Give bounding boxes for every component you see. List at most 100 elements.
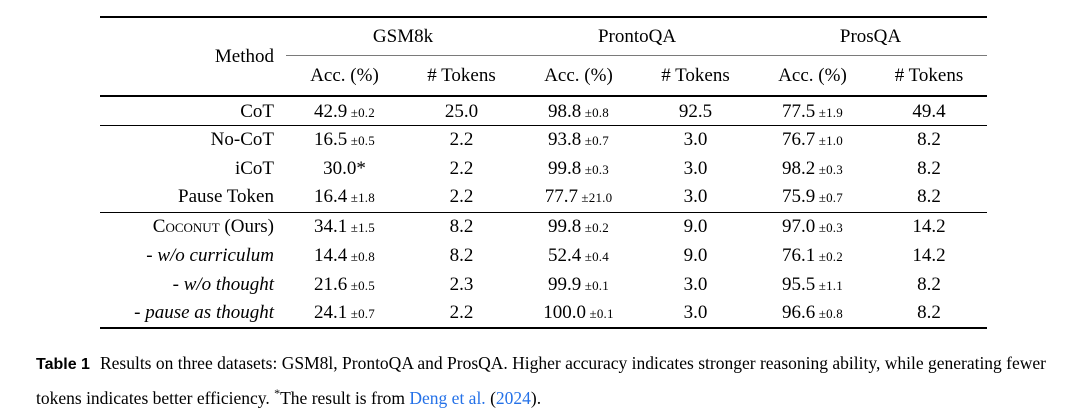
cell-std-dev: ±0.7 — [815, 190, 843, 206]
method-cell: - w/o thought — [100, 270, 286, 299]
caption-paren-open: ( — [485, 387, 496, 408]
cell-value: 3.0 — [683, 128, 708, 150]
acc-cell: 24.1 ±0.7 — [286, 299, 403, 329]
acc-cell: 76.7 ±1.0 — [754, 125, 871, 154]
tokens-cell: 3.0 — [637, 270, 754, 299]
acc-cell: 21.6 ±0.5 — [286, 270, 403, 299]
method-cell: CoT — [100, 96, 286, 126]
cell-value: 24.1 — [314, 302, 348, 323]
cell-value: 97.0 — [782, 215, 816, 237]
results-table-grid: Method GSM8k ProntoQA ProsQA Acc. (%) # … — [100, 16, 988, 329]
cell-value: 99.8 — [548, 215, 582, 237]
tokens-cell: 9.0 — [637, 241, 754, 270]
group-header-prosqa: ProsQA — [754, 17, 988, 56]
cell-std-dev: ±0.4 — [581, 248, 609, 264]
method-suffix: (Ours) — [219, 215, 274, 237]
tokens-cell: 92.5 — [637, 96, 754, 126]
cell-std-dev: ±21.0 — [577, 190, 613, 206]
tokens-cell: 8.2 — [871, 125, 987, 154]
cell-value: 96.6 — [782, 302, 816, 323]
cell-value: 2.2 — [449, 186, 474, 208]
cell-std-dev: ±0.2 — [347, 105, 375, 121]
cell-value: 16.5 — [314, 128, 348, 150]
acc-cell: 16.5 ±0.5 — [286, 125, 403, 154]
tokens-cell: 49.4 — [871, 96, 988, 126]
cell-value: 77.5 — [782, 101, 816, 123]
tokens-cell: 3.0 — [637, 154, 754, 183]
tokens-cell: 3.0 — [637, 299, 754, 329]
cell-std-dev: ±1.9 — [815, 105, 843, 121]
table-row: CoT 42.9 ±0.2 25.0 98.8 ±0.8 92.5 77.5 ±1.9 49… — [100, 96, 988, 126]
cell-std-dev: ±1.5 — [347, 219, 375, 235]
cell-value: 8.2 — [917, 128, 941, 150]
cell-value: 14.2 — [912, 215, 946, 237]
cell-value: 76.1 — [782, 244, 816, 266]
acc-cell: 16.4 ±1.8 — [286, 183, 403, 213]
method-label: - w/o thought — [172, 273, 274, 295]
cell-std-dev: ±0.2 — [581, 219, 609, 235]
results-table: Method GSM8k ProntoQA ProsQA Acc. (%) # … — [100, 16, 988, 329]
cell-value: 3.0 — [683, 157, 708, 179]
cell-value: 8.2 — [917, 157, 941, 179]
tokens-cell: 9.0 — [637, 212, 754, 241]
table-row: iCoT 30.0* 2.2 99.8 ±0.3 3.0 98.2 ±0.3 8.2 — [100, 154, 987, 183]
tokens-cell: 14.2 — [871, 241, 987, 270]
cell-std-dev: ±0.5 — [347, 277, 375, 293]
caption-note: The result is from — [280, 387, 410, 408]
method-cell: - w/o curriculum — [100, 241, 286, 270]
tokens-cell: 2.2 — [403, 183, 520, 213]
cell-value: 25.0 — [444, 101, 479, 123]
caption-asterisk: * — [274, 386, 281, 400]
cell-value: 2.2 — [449, 157, 474, 179]
tokens-cell: 14.2 — [871, 212, 987, 241]
cell-std-dev: ±0.3 — [581, 161, 609, 177]
acc-cell: 99.8 ±0.3 — [520, 154, 637, 183]
tokens-cell: 8.2 — [871, 183, 988, 213]
cell-value: 3.0 — [683, 186, 708, 208]
citation-author-link[interactable]: Deng et al. — [409, 387, 486, 408]
tokens-cell: 8.2 — [871, 154, 987, 183]
acc-cell: 77.7 ±21.0 — [520, 183, 637, 213]
cell-value: 8.2 — [449, 215, 474, 237]
col-header-tokens-prosqa: # Tokens — [871, 55, 988, 97]
table-row: Coconut (Ours) 34.1 ±1.5 8.2 99.8 ±0.2 9.0 97… — [100, 212, 987, 241]
method-cell: Coconut (Ours) — [100, 212, 286, 241]
method-label: Pause Token — [178, 186, 274, 208]
col-header-tokens-gsm8k: # Tokens — [403, 55, 520, 97]
tokens-cell: 2.3 — [403, 270, 520, 299]
method-label: - w/o curriculum — [146, 244, 274, 266]
cell-value: 98.8 — [548, 101, 582, 123]
col-header-tokens-prontoqa: # Tokens — [637, 55, 754, 97]
acc-cell: 97.0 ±0.3 — [754, 212, 871, 241]
cell-value: 49.4 — [912, 101, 946, 123]
acc-cell: 100.0 ±0.1 — [520, 299, 637, 329]
method-label: Coconut — [152, 215, 220, 237]
table-caption: Table 1 Results on three datasets: GSM8l,… — [36, 349, 1046, 412]
acc-cell: 75.9 ±0.7 — [754, 183, 871, 213]
cell-value: 2.2 — [449, 302, 474, 323]
acc-cell: 77.5 ±1.9 — [754, 96, 871, 126]
tokens-cell: 3.0 — [637, 125, 754, 154]
tokens-cell: 8.2 — [403, 212, 520, 241]
acc-cell: 99.9 ±0.1 — [520, 270, 637, 299]
sub-header-row: Acc. (%) # Tokens Acc. (%) # Tokens Acc.… — [100, 55, 988, 97]
acc-cell: 76.1 ±0.2 — [754, 241, 871, 270]
acc-cell: 34.1 ±1.5 — [286, 212, 403, 241]
citation-year-link[interactable]: 2024 — [495, 387, 531, 408]
cell-value: 93.8 — [548, 128, 582, 150]
tokens-cell: 8.2 — [871, 270, 987, 299]
cell-std-dev: ±0.1 — [586, 306, 614, 321]
cell-std-dev: ±0.7 — [581, 132, 609, 148]
cell-value: 98.2 — [782, 157, 816, 179]
cell-value: 14.4 — [314, 244, 348, 266]
col-header-acc-prosqa: Acc. (%) — [754, 55, 871, 97]
method-cell: - pause as thought — [100, 299, 286, 329]
acc-cell: 30.0* — [286, 154, 403, 183]
cell-value: 42.9 — [314, 101, 348, 123]
cell-value: 8.2 — [917, 302, 941, 323]
cell-std-dev: ±1.1 — [815, 277, 843, 293]
acc-cell: 98.8 ±0.8 — [520, 96, 637, 126]
cell-std-dev: ±0.8 — [815, 306, 843, 321]
table-row: - w/o thought 21.6 ±0.5 2.3 99.9 ±0.1 3.0 95.… — [100, 270, 987, 299]
